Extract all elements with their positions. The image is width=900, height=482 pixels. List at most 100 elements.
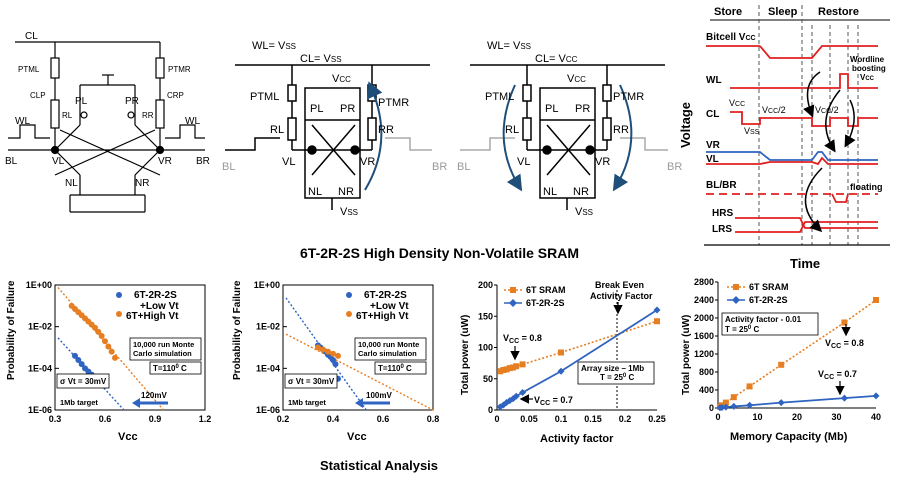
c3-ylabel: Total power (uW) [460, 315, 471, 395]
c1-legend-2: 6T+High Vt [126, 311, 179, 322]
c1-ytick: 1E+00 [26, 280, 52, 290]
c4-point [778, 361, 785, 368]
c3-legend-orange-marker [510, 287, 516, 293]
c1-xtick: 1.2 [199, 414, 212, 424]
c2-note-2: Carlo simulation [358, 349, 417, 358]
c3-legend-1: 6T-2R-2S [526, 298, 565, 308]
c4-point [840, 394, 848, 402]
c3-point [557, 367, 565, 375]
c3-pr-label: PR [575, 103, 590, 115]
c4-ytick: 1600 [694, 331, 714, 341]
c3-br-label: BR [667, 161, 682, 173]
c2-rl-label: RL [270, 124, 284, 136]
c4-act-2: T = 250 C [725, 325, 759, 334]
c1-trendline [57, 287, 165, 411]
c3-vr-label: VR [595, 156, 610, 168]
c2-xlabel: Vcc [347, 431, 367, 443]
c3-ytick: 0 [488, 405, 493, 415]
c4-ytick: 2400 [694, 295, 714, 305]
c2-xtick: 0.4 [327, 414, 340, 424]
c2-br-label: BR [432, 161, 447, 173]
c2-xtick: 0.6 [377, 414, 390, 424]
c4-ytick: 2000 [694, 313, 714, 323]
timing-xlabel: Time [790, 256, 820, 271]
c3-point [519, 361, 526, 368]
c2-note-1: 10,000 run Monte [358, 340, 419, 349]
c3-vcc-high: VCC = 0.8 [503, 333, 542, 345]
c1-ylabel: Probability of Failure [6, 280, 17, 380]
c1-point [72, 352, 78, 359]
c4-legend-blue-marker [732, 296, 740, 304]
c4-series-line [719, 299, 877, 408]
c1-point [92, 324, 98, 331]
c4-point [722, 403, 730, 411]
c4-xlabel: Memory Capacity (Mb) [730, 431, 848, 443]
c1-point [102, 338, 108, 345]
c3-break-1: Break Even [595, 280, 644, 290]
c4-xtick: 10 [752, 412, 762, 422]
c4-xtick: 0 [715, 412, 720, 422]
cl-vcc-label: VCC [729, 98, 745, 108]
sig-blbr: BL/BR [706, 180, 737, 191]
timing-ylabel: Voltage [678, 102, 693, 148]
c2-rr-label: RR [378, 124, 394, 136]
c4-xtick: 20 [792, 412, 802, 422]
c1-legend-orange-marker [116, 311, 122, 317]
c4-point [746, 383, 753, 390]
c3-vcc-low: VCC = 0.7 [534, 395, 573, 407]
c1-ytick: 1E-06 [28, 405, 52, 415]
c3-point [513, 363, 520, 370]
c4-ylabel: Total power (uW) [681, 315, 692, 395]
c2-vss-label: VSS [340, 206, 358, 218]
sig-bitcell: Bitcell VCC [706, 32, 756, 43]
c3-nl-label: NL [543, 186, 557, 198]
c3-xtick: 0.1 [555, 414, 568, 424]
c1-point [105, 343, 112, 350]
c2-pl-label: PL [310, 103, 323, 115]
main-title: 6T-2R-2S High Density Non-Volatile SRAM [300, 245, 579, 261]
sig-vr: VR [706, 140, 721, 151]
c4-series-line [719, 394, 877, 409]
c2-xtick: 0.2 [277, 414, 290, 424]
c3-rr-label: RR [613, 124, 629, 136]
c2-point [320, 346, 326, 353]
c3-point [506, 365, 513, 372]
c1-rr-label: RR [142, 111, 154, 120]
c3-array-1: Array size – 1Mb [581, 364, 644, 373]
c2-xtick: 0.8 [427, 414, 440, 424]
c1-vl-label: VL [52, 156, 65, 167]
c1-target: 1Mb target [60, 398, 98, 407]
c1-wl-left-label: WL [15, 116, 30, 127]
c3-array-2: T = 250 C [600, 373, 634, 382]
c2-target: 1Mb target [288, 398, 326, 407]
c2-sigma: σ Vt = 30mV [288, 377, 335, 386]
c2-point [332, 361, 339, 368]
c4-vcc-high: VCC = 0.8 [825, 338, 864, 350]
c2-point [315, 344, 321, 351]
c3-point [653, 306, 661, 314]
c4-point [730, 394, 737, 401]
c3-vcc-label: VCC [567, 73, 586, 85]
c1-wl-right-label: WL [185, 116, 200, 127]
c3-xtick: 0 [494, 414, 499, 424]
c3-legend-blue-marker [509, 299, 517, 307]
c1-legend-0: 6T-2R-2S [134, 290, 177, 301]
c4-point [746, 401, 754, 409]
c1-crp-label: CRP [167, 91, 184, 100]
c3-wl-label: WL= VSS [487, 40, 531, 52]
rr-resistor [155, 99, 165, 129]
c2-legend-2: 6T+High Vt [356, 311, 409, 322]
sig-lrs: LRS [712, 224, 732, 235]
c3-point [558, 349, 564, 356]
c3-xtick: 0.25 [648, 414, 666, 424]
c2-point [330, 350, 336, 357]
c2-point [325, 348, 331, 355]
boost-label-2: boosting [852, 64, 886, 73]
c1-cl-label: CL [25, 31, 38, 42]
cl-vcc2-label-a: VCC/2 [762, 105, 786, 115]
c1-ytick: 1E-02 [28, 322, 52, 332]
c4-xtick: 40 [871, 412, 881, 422]
cl-vss-label: VSS [744, 126, 760, 136]
c4-ytick: 800 [699, 367, 714, 377]
c3-ptmr-label: PTMR [613, 91, 644, 103]
